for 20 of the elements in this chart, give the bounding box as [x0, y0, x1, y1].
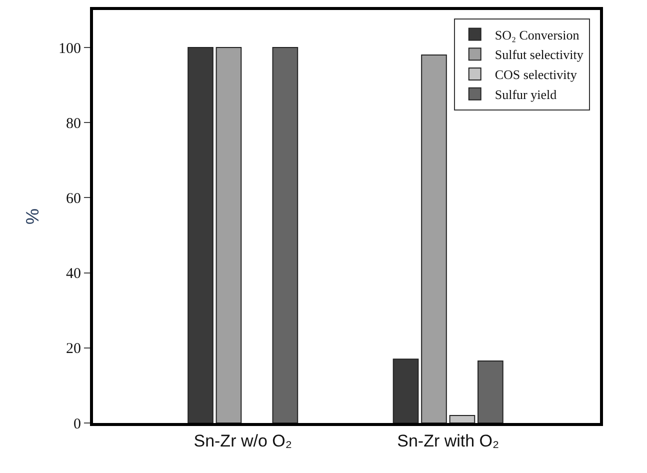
y-tick-label: 80 — [66, 116, 81, 132]
bar — [449, 414, 476, 423]
y-tick-label: 0 — [74, 416, 81, 432]
bar — [478, 360, 504, 423]
legend-label: Sulfur yield — [494, 86, 558, 102]
bar — [421, 54, 447, 423]
y-tick-label: 100 — [58, 40, 81, 57]
y-tick-label: 40 — [66, 266, 81, 282]
bar — [272, 47, 298, 423]
bar — [216, 47, 242, 423]
legend-label: SO₂ Conversion — [494, 27, 580, 42]
y-axis-title: % — [22, 208, 43, 225]
legend-label: COS selectivity — [494, 67, 578, 82]
legend-label: Sulfut selectivity — [494, 47, 584, 62]
bar — [392, 358, 419, 423]
y-tick-label: 60 — [66, 190, 81, 207]
x-tick-label: Sn-Zr with O₂ — [397, 431, 500, 450]
y-tick-label: 20 — [66, 341, 81, 358]
x-tick-label: Sn-Zr w/o O₂ — [194, 431, 292, 450]
bar — [188, 47, 214, 423]
